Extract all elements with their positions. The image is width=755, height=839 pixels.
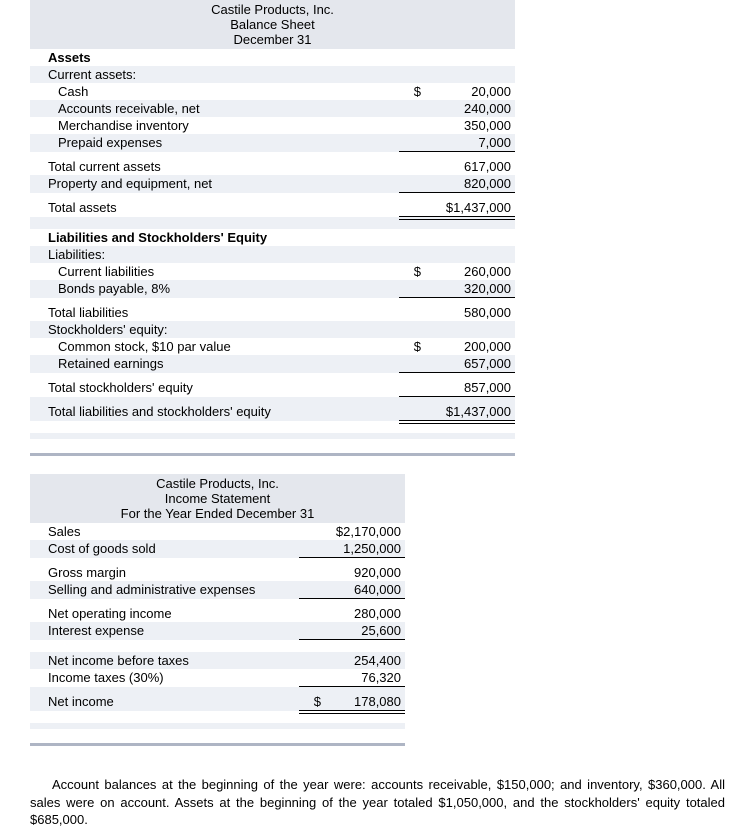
- se-hdr: Stockholders' equity:: [30, 321, 399, 338]
- nibt-lbl: Net income before taxes: [30, 652, 299, 669]
- inv-lbl: Merchandise inventory: [30, 117, 399, 134]
- tax-val: 76,320: [321, 669, 405, 687]
- bs-header: Castile Products, Inc. Balance Sheet Dec…: [30, 0, 515, 49]
- tlse-lbl: Total liabilities and stockholders' equi…: [30, 403, 399, 421]
- is-title: Income Statement: [30, 491, 405, 506]
- bp-lbl: Bonds payable, 8%: [30, 280, 399, 298]
- income-statement: Castile Products, Inc. Income Statement …: [30, 474, 405, 729]
- cogs-lbl: Cost of goods sold: [30, 540, 299, 558]
- sales-lbl: Sales: [30, 523, 299, 540]
- gm-val: 920,000: [321, 564, 405, 581]
- cash-val: 20,000: [421, 83, 515, 100]
- ca-hdr: Current assets:: [30, 66, 399, 83]
- footnote-text: Account balances at the beginning of the…: [30, 777, 725, 827]
- cl-val: 260,000: [421, 263, 515, 280]
- is-header: Castile Products, Inc. Income Statement …: [30, 474, 405, 523]
- section-separator-2: [30, 743, 405, 746]
- re-val: 657,000: [421, 355, 515, 373]
- cash-lbl: Cash: [30, 83, 399, 100]
- pre-lbl: Prepaid expenses: [30, 134, 399, 152]
- bs-table: Assets Current assets: Cash$20,000 Accou…: [30, 49, 515, 439]
- tl-lbl: Total liabilities: [30, 304, 399, 321]
- is-period: For the Year Ended December 31: [30, 506, 405, 521]
- is-company: Castile Products, Inc.: [30, 476, 405, 491]
- nibt-val: 254,400: [321, 652, 405, 669]
- cogs-val: 1,250,000: [321, 540, 405, 558]
- footnote: Account balances at the beginning of the…: [30, 776, 725, 829]
- bs-title: Balance Sheet: [30, 17, 515, 32]
- assets-hdr: Assets: [30, 49, 399, 66]
- sales-val: $2,170,000: [321, 523, 405, 540]
- bp-val: 320,000: [421, 280, 515, 298]
- section-separator: [30, 453, 515, 456]
- inv-val: 350,000: [421, 117, 515, 134]
- ie-lbl: Interest expense: [30, 622, 299, 640]
- sae-lbl: Selling and administrative expenses: [30, 581, 299, 599]
- ni-val: 178,080: [321, 693, 405, 711]
- balance-sheet: Castile Products, Inc. Balance Sheet Dec…: [30, 0, 515, 439]
- ar-val: 240,000: [421, 100, 515, 117]
- tca-val: 617,000: [421, 158, 515, 175]
- ta-val: $1,437,000: [421, 199, 515, 217]
- tlse-val: $1,437,000: [421, 403, 515, 421]
- ni-lbl: Net income: [30, 693, 299, 711]
- gm-lbl: Gross margin: [30, 564, 299, 581]
- sae-val: 640,000: [321, 581, 405, 599]
- ta-lbl: Total assets: [30, 199, 399, 217]
- noi-lbl: Net operating income: [30, 605, 299, 622]
- noi-val: 280,000: [321, 605, 405, 622]
- liab-hdr: Liabilities:: [30, 246, 399, 263]
- tse-val: 857,000: [421, 379, 515, 397]
- tca-lbl: Total current assets: [30, 158, 399, 175]
- cs-val: 200,000: [421, 338, 515, 355]
- bs-date: December 31: [30, 32, 515, 47]
- cl-lbl: Current liabilities: [30, 263, 399, 280]
- bs-company: Castile Products, Inc.: [30, 2, 515, 17]
- lse-hdr: Liabilities and Stockholders' Equity: [30, 229, 399, 246]
- pre-val: 7,000: [421, 134, 515, 152]
- cs-lbl: Common stock, $10 par value: [30, 338, 399, 355]
- tse-lbl: Total stockholders' equity: [30, 379, 399, 397]
- ar-lbl: Accounts receivable, net: [30, 100, 399, 117]
- ie-val: 25,600: [321, 622, 405, 640]
- is-table: Sales $2,170,000 Cost of goods sold 1,250,…: [30, 523, 405, 729]
- tl-val: 580,000: [421, 304, 515, 321]
- ppe-lbl: Property and equipment, net: [30, 175, 399, 193]
- re-lbl: Retained earnings: [30, 355, 399, 373]
- ppe-val: 820,000: [421, 175, 515, 193]
- tax-lbl: Income taxes (30%): [30, 669, 299, 687]
